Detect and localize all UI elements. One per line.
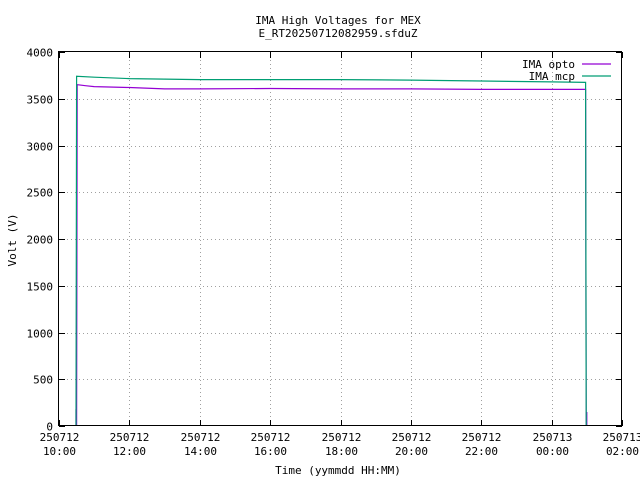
y-tick-label: 2000 — [27, 234, 54, 247]
x-tick-label-date: 250713 — [603, 431, 640, 444]
y-tick-label: 500 — [33, 374, 53, 387]
series-line-ima-opto — [75, 84, 588, 427]
chart-subtitle: E_RT20250712082959.sfduZ — [259, 27, 418, 40]
y-tick-label: 1000 — [27, 328, 54, 341]
x-tick-label-time: 10:00 — [43, 445, 76, 458]
y-tick-label: 4000 — [27, 47, 54, 60]
legend-label: IMA mcp — [529, 70, 575, 83]
x-tick-label-date: 250712 — [251, 431, 291, 444]
axis-ticks — [59, 52, 623, 427]
grid-lines — [59, 52, 622, 426]
tick-labels: 0500100015002000250030003500400025071210… — [27, 47, 640, 459]
x-tick-label-time: 16:00 — [254, 445, 287, 458]
y-tick-label: 1500 — [27, 281, 54, 294]
x-tick-label-date: 250712 — [322, 431, 362, 444]
x-axis-label: Time (yymmdd HH:MM) — [275, 464, 401, 477]
x-tick-label-date: 250712 — [392, 431, 432, 444]
x-tick-label-time: 22:00 — [465, 445, 498, 458]
x-tick-label-time: 12:00 — [113, 445, 146, 458]
y-tick-label: 3500 — [27, 94, 54, 107]
x-tick-label-time: 00:00 — [536, 445, 569, 458]
x-tick-label-time: 14:00 — [184, 445, 217, 458]
y-tick-label: 3000 — [27, 141, 54, 154]
x-tick-label-time: 18:00 — [325, 445, 358, 458]
chart-title: IMA High Voltages for MEX — [255, 14, 421, 27]
x-tick-label-date: 250712 — [181, 431, 221, 444]
y-tick-label: 0 — [46, 421, 53, 434]
y-tick-label: 2500 — [27, 187, 54, 200]
series-lines — [75, 75, 588, 427]
x-tick-label-date: 250712 — [40, 431, 80, 444]
plot-frame — [58, 51, 622, 426]
series-line-ima-mcp — [75, 75, 587, 427]
y-axis-label: Volt (V) — [6, 214, 19, 267]
x-tick-label-date: 250712 — [110, 431, 150, 444]
x-tick-label-date: 250713 — [533, 431, 573, 444]
x-tick-label-time: 20:00 — [395, 445, 428, 458]
legend-label: IMA opto — [522, 58, 575, 71]
x-tick-label-time: 02:00 — [606, 445, 639, 458]
x-tick-label-date: 250712 — [462, 431, 502, 444]
